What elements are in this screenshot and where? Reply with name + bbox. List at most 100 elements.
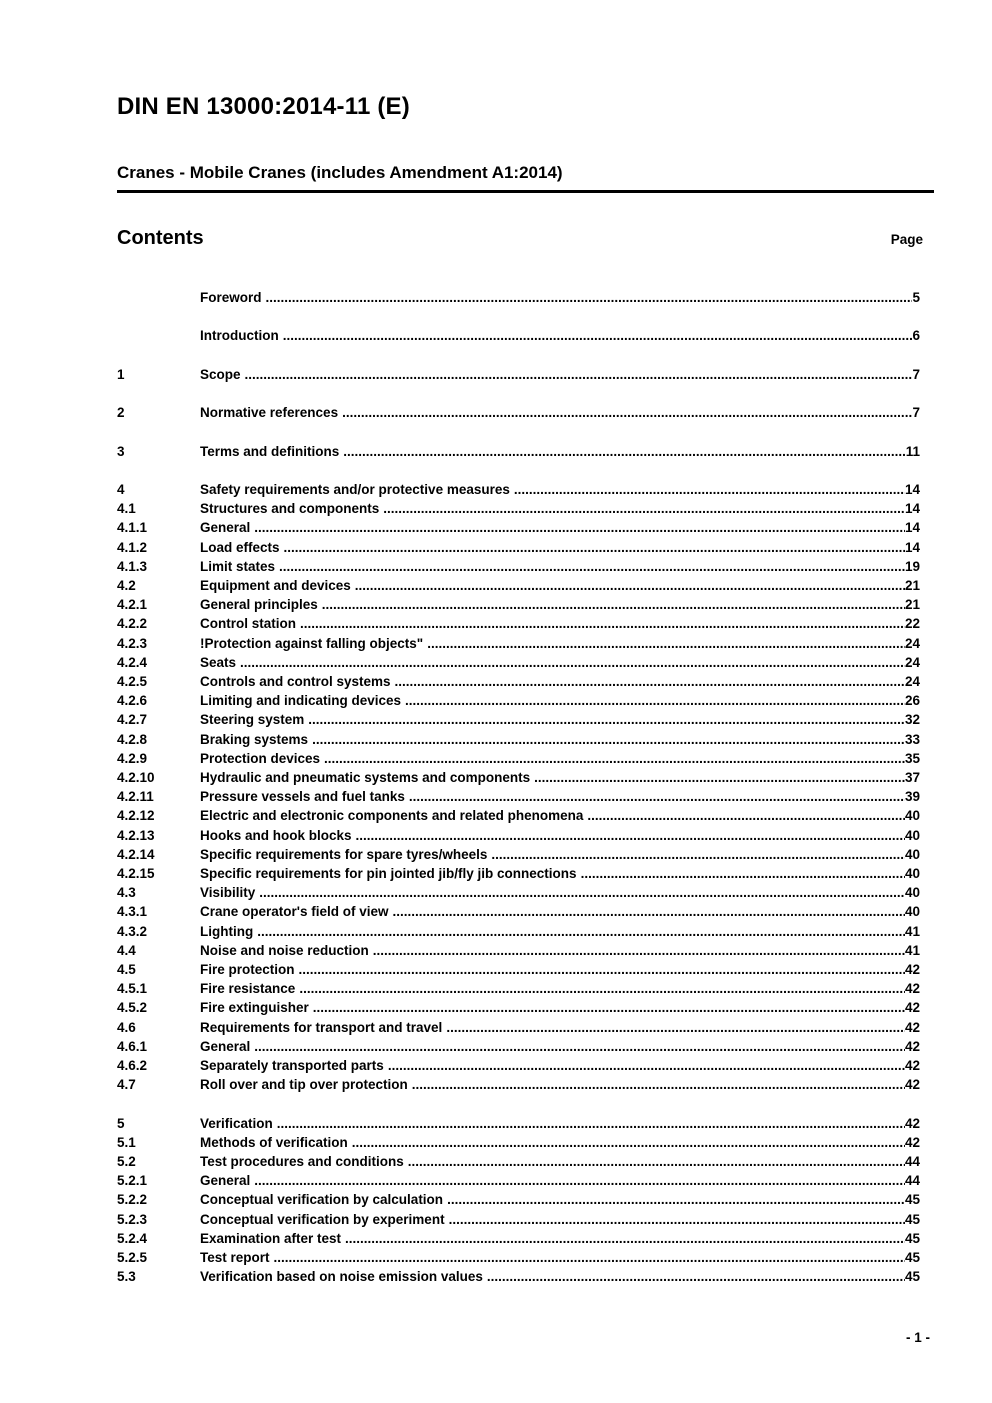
contents-header-row: Contents Page: [117, 226, 923, 250]
toc-entry-page: 42: [904, 1000, 920, 1016]
toc-dot-leader: [342, 403, 912, 422]
toc-entry-page: 40: [904, 904, 920, 920]
toc-entry-title: Braking systems: [200, 731, 309, 747]
toc-entry: 4.6 Requirements for transport and trave…: [117, 1018, 920, 1037]
page-number-footer: - 1 -: [905, 1330, 930, 1345]
toc-dot-leader: [446, 1018, 905, 1037]
toc-entry: 4.1.2 Load effects 14: [117, 538, 920, 557]
toc-dot-leader: [405, 691, 905, 710]
toc-dot-leader: [395, 672, 905, 691]
toc-dot-leader: [299, 979, 905, 998]
toc-entry-title: Steering system: [200, 712, 305, 728]
toc-entry-title: Controls and control systems: [200, 673, 391, 689]
toc-dot-leader: [427, 634, 905, 653]
toc-entry-title: Electric and electronic components and r…: [200, 808, 584, 824]
toc-entry: 4.2.9 Protection devices 35: [117, 749, 920, 768]
toc-dot-leader: [388, 1056, 905, 1075]
toc-entry: 4.2.8 Braking systems 33: [117, 730, 920, 749]
toc-entry-title: Specific requirements for spare tyres/wh…: [200, 846, 488, 862]
toc-entry: 5.2.4 Examination after test 45: [117, 1229, 920, 1248]
toc-dot-leader: [449, 1210, 905, 1229]
toc-entry-page: 45: [904, 1211, 920, 1227]
toc-entry: 4.2.2 Control station 22: [117, 614, 920, 633]
toc-entry-title: Visibility: [200, 885, 256, 901]
toc-entry-number: 4.2.6: [117, 693, 148, 709]
toc-entry-number: 5.2.5: [117, 1250, 148, 1266]
toc-entry-page: 42: [904, 1115, 920, 1131]
toc-entry-number: 2: [117, 405, 125, 421]
toc-entry-number: 5.3: [117, 1269, 136, 1285]
toc-entry-title: Safety requirements and/or protective me…: [200, 481, 510, 497]
toc-entry: 5.2 Test procedures and conditions 44: [117, 1152, 920, 1171]
toc-entry-page: 7: [912, 405, 920, 421]
toc-entry: 4.1.3 Limit states 19: [117, 557, 920, 576]
toc-entry-page: 24: [904, 654, 920, 670]
toc-entry-title: Fire resistance: [200, 981, 296, 997]
toc-entry-page: 42: [904, 981, 920, 997]
toc-entry: 5.1 Methods of verification 42: [117, 1133, 920, 1152]
toc-entry: 5.2.2 Conceptual verification by calcula…: [117, 1190, 920, 1209]
toc-entry: 5.3 Verification based on noise emission…: [117, 1267, 920, 1286]
toc-entry-number: 3: [117, 443, 125, 459]
toc-entry-title: Conceptual verification by calculation: [200, 1192, 444, 1208]
toc-dot-leader: [447, 1190, 905, 1209]
toc-entry-title: Lighting: [200, 923, 254, 939]
toc-entry-title: Terms and definitions: [200, 443, 340, 459]
toc-dot-leader: [254, 1171, 905, 1190]
toc-entry-number: 5.2: [117, 1154, 136, 1170]
toc-entry: 4.2.6 Limiting and indicating devices 26: [117, 691, 920, 710]
toc-dot-leader: [245, 365, 913, 384]
toc-entry-page: 45: [904, 1269, 920, 1285]
toc-entry: 3 Terms and definitions 11: [117, 442, 920, 461]
toc-entry-page: 35: [904, 750, 920, 766]
toc-entry-page: 37: [904, 770, 920, 785]
toc-entry-page: 22: [904, 616, 920, 632]
toc-dot-leader: [408, 1152, 905, 1171]
toc-dot-leader: [514, 480, 905, 499]
toc-entry-title: Specific requirements for pin jointed ji…: [200, 866, 577, 882]
toc-entry-number: 4.2.4: [117, 654, 148, 670]
toc-entry: 4.1.1 General 14: [117, 518, 920, 537]
toc-entry-title: Conceptual verification by experiment: [200, 1211, 445, 1227]
toc-entry-page: 44: [904, 1154, 920, 1170]
toc-entry-number: 4.2.3: [117, 635, 148, 651]
toc-dot-leader: [412, 1075, 905, 1094]
toc-entry: 4.2.12 Electric and electronic component…: [117, 806, 920, 825]
toc-entry-number: 4.2.10: [117, 770, 155, 785]
toc-entry: 4.3.1 Crane operator's field of view 40: [117, 902, 920, 921]
toc-entry-title: General: [200, 520, 251, 536]
toc-entry-page: 45: [904, 1192, 920, 1208]
toc-dot-leader: [356, 826, 905, 845]
toc-dot-leader: [409, 787, 905, 806]
toc-entry-title: Requirements for transport and travel: [200, 1019, 443, 1035]
toc-entry: 4.1 Structures and components 14: [117, 499, 920, 518]
toc-entry-page: 7: [912, 366, 920, 382]
toc-entry-page: 42: [904, 1077, 920, 1093]
toc-entry-number: 4: [117, 481, 125, 497]
toc-entry-number: 4.2.7: [117, 712, 148, 728]
toc-entry-number: 4.1.2: [117, 539, 148, 555]
toc-entry-title: Protection devices: [200, 750, 321, 766]
contents-heading: Contents: [117, 227, 204, 249]
toc-entry: 4.5.1 Fire resistance 42: [117, 979, 920, 998]
toc-entry: 4.2.5 Controls and control systems 24: [117, 672, 920, 691]
toc-entry-page: 45: [904, 1250, 920, 1266]
toc-entry-title: General principles: [200, 597, 318, 613]
toc-entry: Introduction 6: [117, 326, 920, 345]
toc-entry-number: 4.6.2: [117, 1058, 148, 1074]
toc-entry-title: Scope: [200, 366, 241, 382]
toc-entry-page: 42: [904, 1134, 920, 1150]
toc-entry-title: General: [200, 1173, 251, 1189]
toc-entry-number: 4.1.3: [117, 558, 148, 574]
toc-entry-page: 14: [904, 481, 920, 497]
toc-entry: 4.5.2 Fire extinguisher 42: [117, 998, 920, 1017]
toc-entry-page: 5: [912, 290, 920, 305]
toc-dot-leader: [534, 768, 905, 787]
toc-entry-title: Test procedures and conditions: [200, 1154, 404, 1170]
toc-entry-number: 4.2.12: [117, 808, 155, 824]
toc-entry-page: 41: [904, 923, 920, 939]
toc-entry: 1 Scope 7: [117, 365, 920, 384]
toc-dot-leader: [383, 499, 905, 518]
toc-entry-number: 4.1.1: [117, 520, 148, 536]
